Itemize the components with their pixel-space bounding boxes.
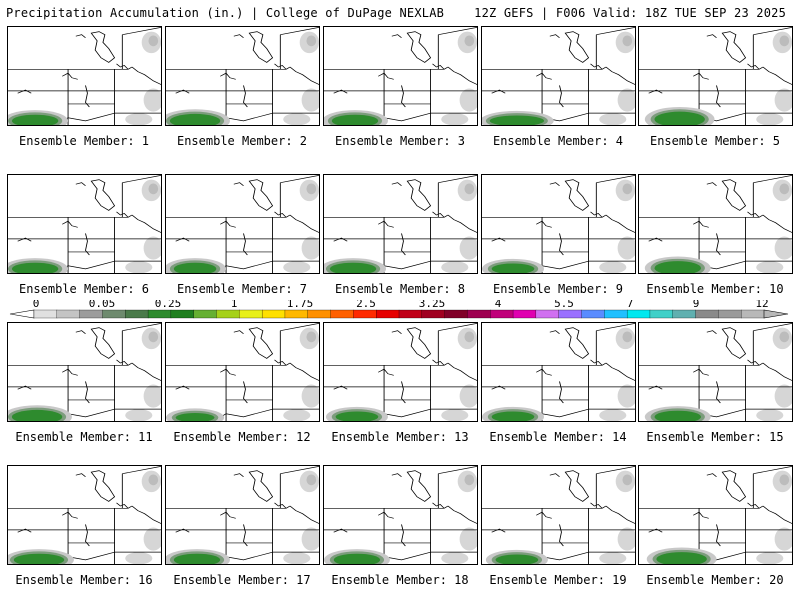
colorbar-tick-label: 1 <box>231 300 238 310</box>
colorbar-swatch <box>741 309 765 319</box>
chart-title: Precipitation Accumulation (in.) | Colle… <box>6 6 445 20</box>
colorbar-swatch <box>718 309 742 319</box>
ensemble-member-label: Ensemble Member: 9 <box>492 282 624 296</box>
colorbar-tick-label: 0.25 <box>155 300 182 310</box>
ensemble-member-label: Ensemble Member: 12 <box>173 430 311 444</box>
ensemble-member-label: Ensemble Member: 15 <box>646 430 784 444</box>
colorbar-swatch <box>558 309 582 319</box>
ensemble-member-map <box>481 465 636 565</box>
ensemble-member-map <box>7 174 162 274</box>
colorbar-swatch <box>261 309 286 319</box>
colorbar-swatch <box>284 309 309 319</box>
ensemble-member-label: Ensemble Member: 2 <box>176 134 308 148</box>
ensemble-member-map <box>323 174 478 274</box>
colorbar-swatch <box>490 309 514 319</box>
ensemble-member-map <box>7 465 162 565</box>
ensemble-member-label: Ensemble Member: 8 <box>334 282 466 296</box>
ensemble-member-map <box>323 26 478 126</box>
colorbar-swatch <box>672 309 697 319</box>
colorbar-swatch <box>467 309 491 319</box>
colorbar-tick-label: 2.5 <box>356 300 376 310</box>
colorbar-swatch <box>102 309 126 319</box>
ensemble-member-label: Ensemble Member: 20 <box>646 573 784 587</box>
colorbar-swatch <box>353 309 377 319</box>
colorbar-swatch <box>193 309 217 319</box>
colorbar-swatch <box>398 309 423 319</box>
colorbar-swatch <box>330 309 354 319</box>
colorbar-swatch <box>695 309 719 319</box>
colorbar-tick-label: 9 <box>693 300 700 310</box>
ensemble-member-label: Ensemble Member: 18 <box>331 573 469 587</box>
ensemble-member-map <box>481 174 636 274</box>
colorbar-swatch <box>239 309 263 319</box>
model-run-info: 12Z GEFS | F006 Valid: 18Z TUE SEP 23 20… <box>474 6 786 20</box>
ensemble-member-label: Ensemble Member: 14 <box>489 430 627 444</box>
ensemble-member-map <box>323 322 478 422</box>
colorbar-swatch <box>421 309 446 319</box>
colorbar-swatch <box>56 309 81 319</box>
ensemble-member-map <box>481 26 636 126</box>
colorbar-swatch <box>581 309 605 319</box>
ensemble-member-map <box>638 174 793 274</box>
colorbar-swatch <box>649 309 674 319</box>
ensemble-member-label: Ensemble Member: 6 <box>18 282 150 296</box>
colorbar-tick-label: 0.05 <box>89 300 116 310</box>
colorbar-swatch <box>216 309 240 319</box>
ensemble-member-label: Ensemble Member: 10 <box>646 282 784 296</box>
ensemble-member-map <box>638 465 793 565</box>
ensemble-member-label: Ensemble Member: 13 <box>331 430 469 444</box>
ensemble-member-map <box>481 322 636 422</box>
ensemble-member-label: Ensemble Member: 11 <box>15 430 153 444</box>
ensemble-member-label: Ensemble Member: 16 <box>15 573 153 587</box>
ensemble-member-label: Ensemble Member: 19 <box>489 573 627 587</box>
colorbar-swatch <box>376 309 400 319</box>
ensemble-member-map <box>165 26 320 126</box>
colorbar-max-arrow <box>763 309 789 319</box>
colorbar-tick-label: 3.25 <box>419 300 446 310</box>
ensemble-member-label: Ensemble Member: 1 <box>18 134 150 148</box>
colorbar-swatch <box>147 309 172 319</box>
colorbar-tick-label: 1.75 <box>287 300 314 310</box>
ensemble-member-map <box>7 26 162 126</box>
colorbar-swatch <box>170 309 195 319</box>
ensemble-member-map <box>165 465 320 565</box>
ensemble-member-map <box>638 26 793 126</box>
ensemble-member-label: Ensemble Member: 7 <box>176 282 308 296</box>
colorbar-swatch <box>307 309 332 319</box>
ensemble-member-map <box>638 322 793 422</box>
ensemble-member-label: Ensemble Member: 17 <box>173 573 311 587</box>
colorbar-min-arrow <box>9 309 35 319</box>
colorbar-tick-label: 5.5 <box>554 300 574 310</box>
ensemble-member-map <box>7 322 162 422</box>
ensemble-member-map <box>165 322 320 422</box>
colorbar-tick-label: 4 <box>495 300 502 310</box>
colorbar-tick-label: 12 <box>755 300 768 310</box>
ensemble-member-label: Ensemble Member: 5 <box>649 134 781 148</box>
colorbar-swatch <box>79 309 103 319</box>
colorbar-swatch <box>535 309 560 319</box>
colorbar-swatch <box>125 309 149 319</box>
ensemble-member-map <box>323 465 478 565</box>
ensemble-member-map <box>165 174 320 274</box>
colorbar-swatch <box>512 309 537 319</box>
colorbar-swatch <box>33 309 58 319</box>
colorbar-swatch <box>604 309 628 319</box>
ensemble-member-label: Ensemble Member: 3 <box>334 134 466 148</box>
precip-colorbar: 0 0.05 0.25 1 1.75 2.5 3.25 4 5.5 7 9 12 <box>9 300 789 319</box>
colorbar-tick-label: 0 <box>33 300 40 310</box>
colorbar-swatch <box>444 309 468 319</box>
ensemble-member-label: Ensemble Member: 4 <box>492 134 624 148</box>
colorbar-tick-label: 7 <box>627 300 634 310</box>
colorbar-swatch <box>626 309 651 319</box>
